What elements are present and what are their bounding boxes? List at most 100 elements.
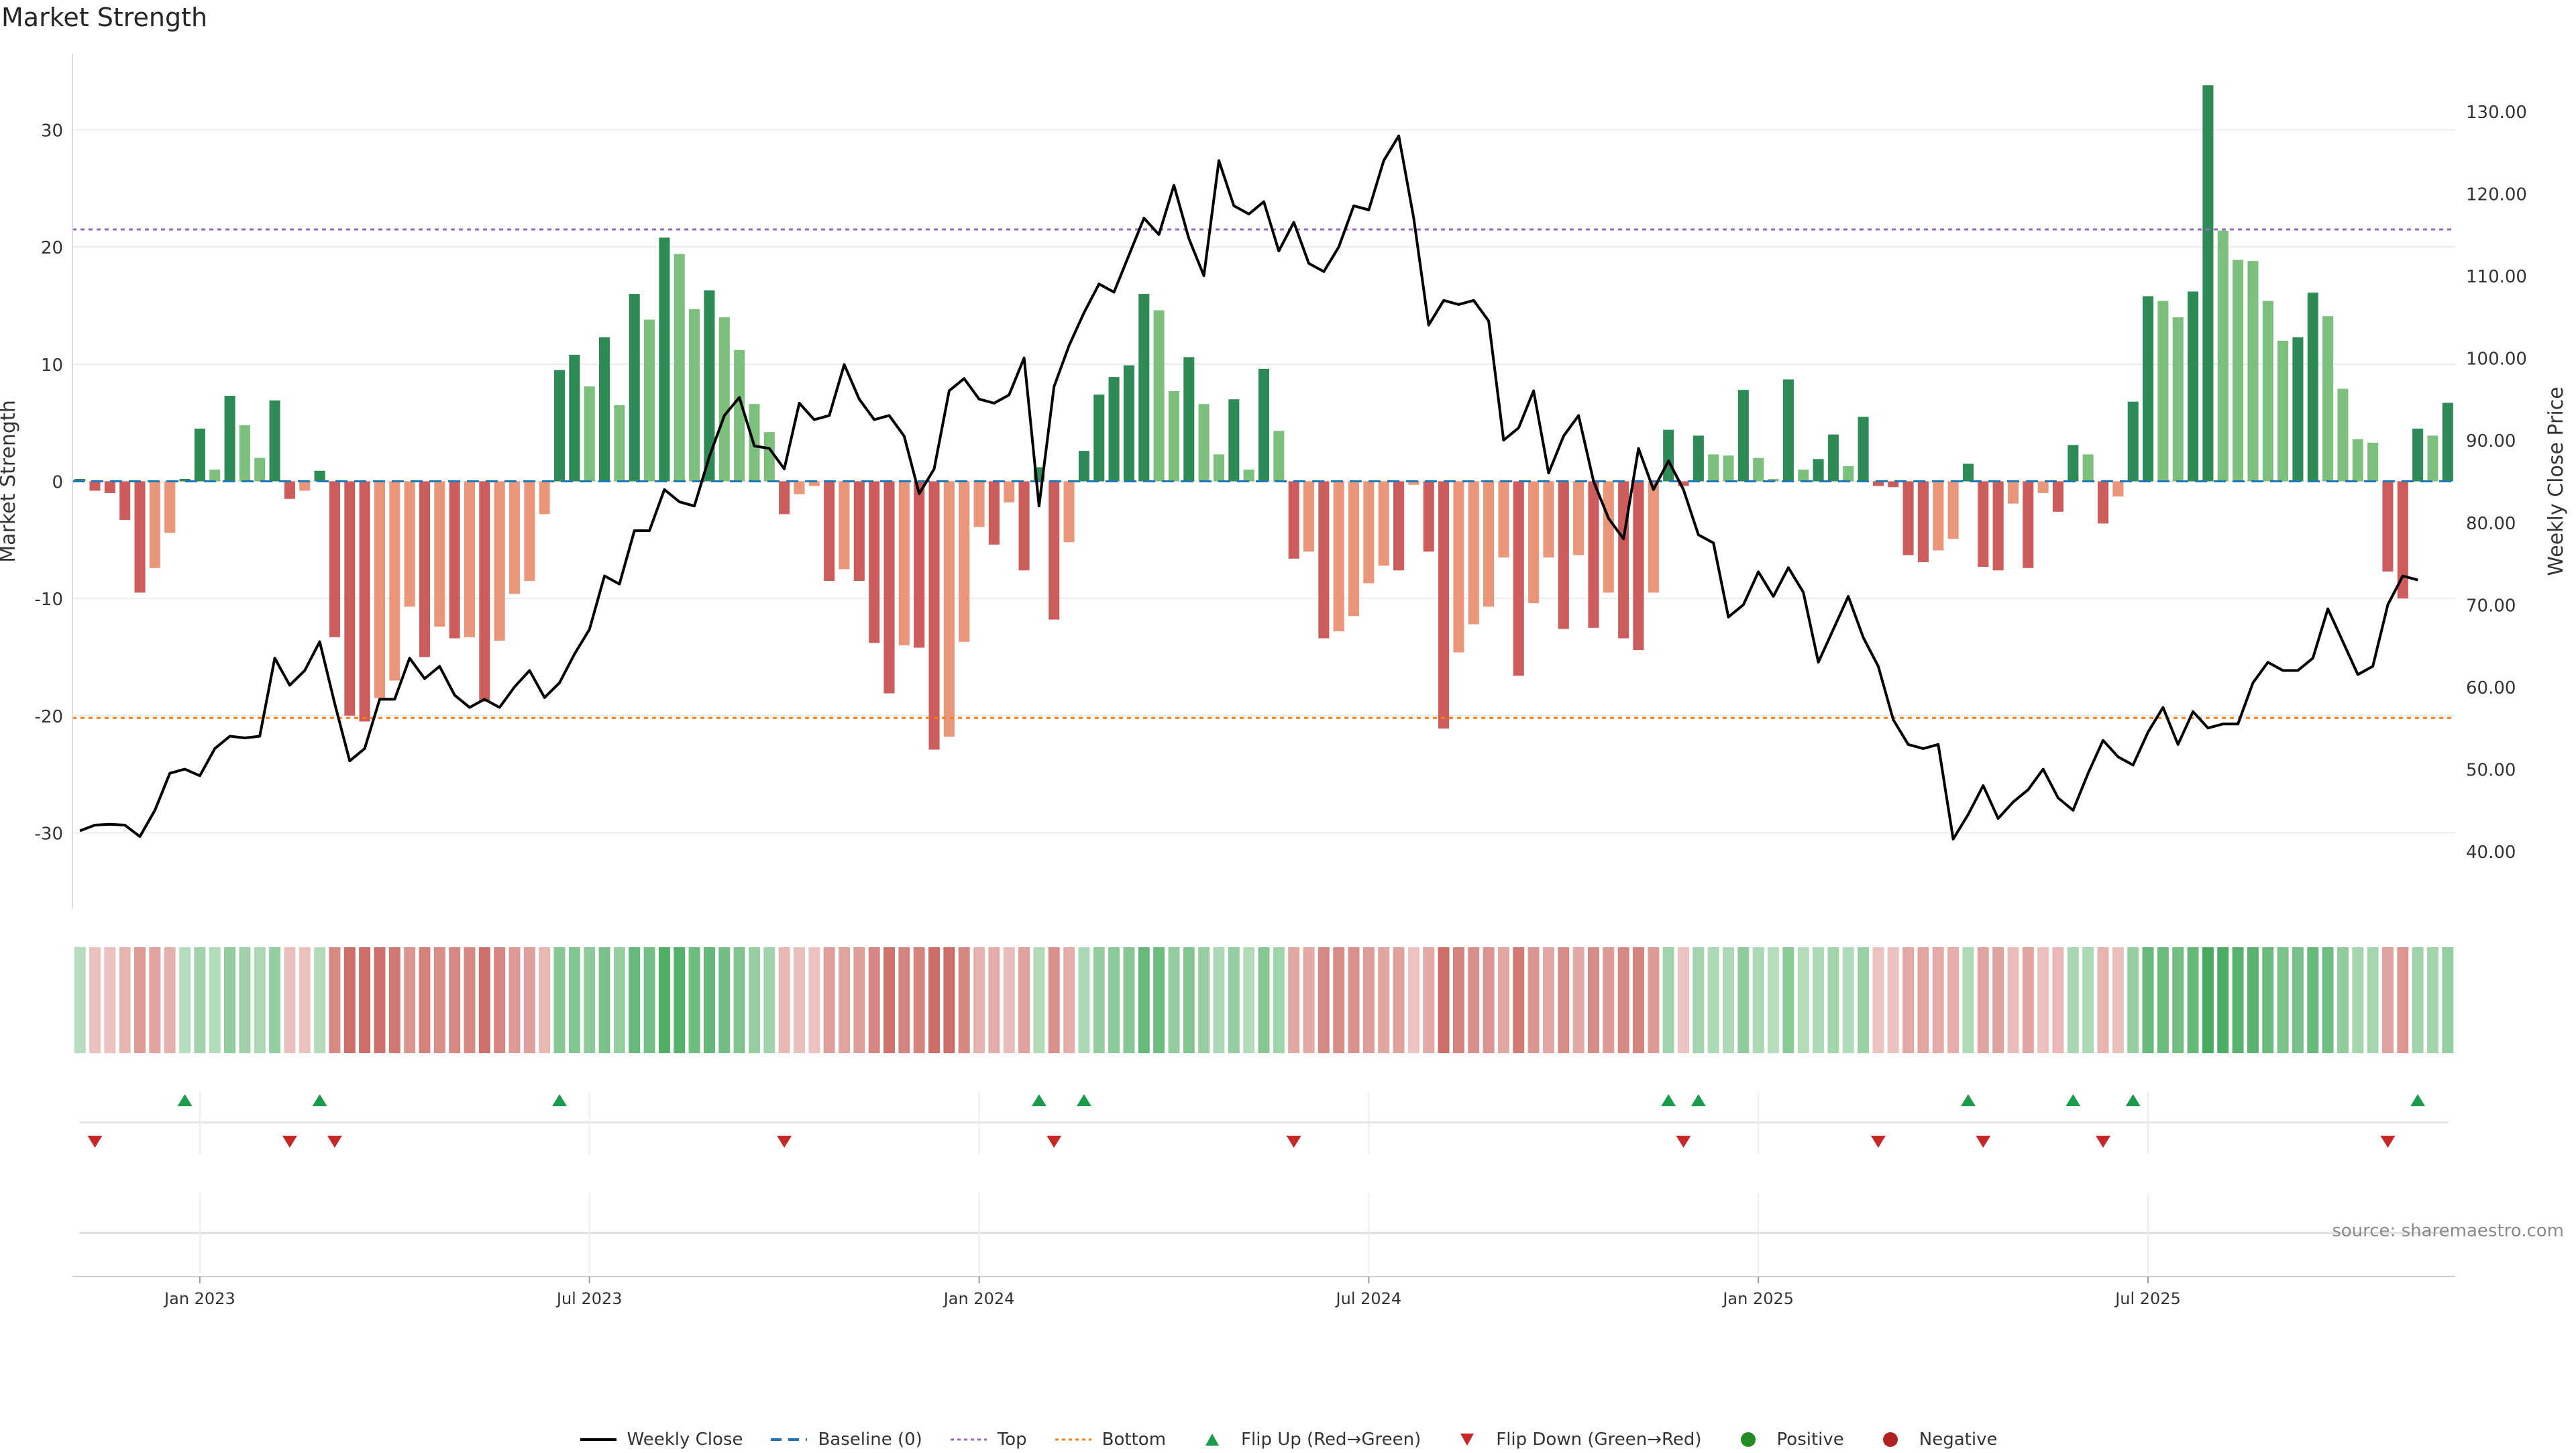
strength-bar — [1183, 357, 1195, 482]
heat-cell — [2187, 947, 2199, 1053]
heat-cell — [2097, 947, 2109, 1053]
heat-cell — [1962, 947, 1974, 1053]
strength-bar — [134, 481, 146, 593]
legend-item: Baseline (0) — [769, 1430, 922, 1450]
y-tick-label: 20 — [41, 238, 63, 258]
heat-cell — [2442, 947, 2454, 1053]
heat-cell — [2037, 947, 2049, 1053]
heat-cell — [598, 947, 610, 1053]
flip-down-marker — [327, 1136, 342, 1148]
heat-cell — [2352, 947, 2364, 1053]
legend-item: Flip Down (Green→Red) — [1448, 1430, 1702, 1450]
weekly-close-line — [79, 134, 2418, 841]
strength-bar — [1363, 481, 1375, 584]
x-tick-label: Jul 2023 — [555, 1289, 623, 1308]
strength-bar — [1049, 481, 1060, 620]
strength-bar — [1528, 481, 1540, 604]
heat-cell — [1513, 947, 1525, 1053]
legend-label: Baseline (0) — [818, 1430, 922, 1450]
heat-cell — [239, 947, 251, 1053]
strength-bar — [284, 481, 295, 499]
legend-item: Weekly Close — [579, 1430, 743, 1450]
strength-bar — [1288, 481, 1299, 559]
strength-bar — [1318, 481, 1330, 639]
strength-bar — [2397, 481, 2408, 599]
strength-bar — [2322, 316, 2334, 482]
heat-cell — [1228, 947, 1240, 1053]
heat-cell — [733, 947, 745, 1053]
legend-item: Top — [949, 1430, 1027, 1450]
strength-bar — [1693, 435, 1704, 482]
strength-bar — [464, 481, 476, 637]
heat-cell — [119, 947, 131, 1053]
strength-bar — [1483, 481, 1495, 607]
heat-cell — [778, 947, 790, 1053]
strength-bar — [988, 481, 1000, 545]
strength-bar — [2007, 481, 2019, 504]
x-axis: Jan 2023 Jul 2023 Jan 2024 Jul 2024 Jan 2025… — [72, 1092, 2455, 1308]
heat-cell — [688, 947, 700, 1053]
heat-cell — [2367, 947, 2379, 1053]
heat-cell — [1318, 947, 1330, 1053]
flip-down-marker — [2380, 1136, 2396, 1148]
strength-bar — [1543, 481, 1554, 558]
strength-bar — [1708, 454, 1719, 482]
heat-cell — [1617, 947, 1629, 1053]
heat-cell — [958, 947, 970, 1053]
strength-bar — [1902, 481, 1914, 555]
strength-bar — [329, 481, 340, 637]
x-tick-label: Jan 2023 — [163, 1289, 235, 1308]
heat-cell — [449, 947, 461, 1053]
flip-down-marker — [1286, 1136, 1301, 1148]
heat-cell — [2322, 947, 2334, 1053]
strength-bar — [1678, 481, 1689, 486]
y2-tick-label: 70.00 — [2466, 596, 2516, 616]
strength-bar — [1888, 481, 1899, 488]
dotted-line-icon — [1055, 1438, 1091, 1441]
strength-bar — [704, 290, 715, 482]
strength-bar — [2382, 481, 2394, 572]
strength-bar — [2082, 454, 2094, 482]
heat-cell — [1977, 947, 1989, 1053]
flip-markers — [79, 1094, 2449, 1148]
heat-cell — [1362, 947, 1375, 1053]
strength-bar — [1423, 481, 1434, 552]
heat-cell — [1782, 947, 1794, 1053]
strength-bar — [269, 400, 280, 482]
heat-cell — [1213, 947, 1225, 1053]
legend-label: Flip Up (Red→Green) — [1241, 1430, 1421, 1450]
heat-cell — [2157, 947, 2169, 1053]
heat-cell — [1378, 947, 1390, 1053]
heat-cell — [1992, 947, 2004, 1053]
dotted-line-icon — [950, 1438, 987, 1441]
strength-bar — [1962, 464, 1974, 482]
heat-cell — [1858, 947, 1870, 1053]
heat-cell — [658, 947, 670, 1053]
heat-cell — [793, 947, 805, 1053]
strength-bar — [718, 317, 730, 482]
heat-cell — [2007, 947, 2019, 1053]
heat-cell — [1407, 947, 1419, 1053]
y-tick-label: -30 — [35, 824, 63, 844]
strength-bar — [943, 481, 955, 737]
heat-cell — [1603, 947, 1615, 1053]
strength-bar — [74, 479, 86, 482]
strength-bar — [449, 481, 460, 639]
strength-bar — [1108, 377, 1120, 482]
heat-cell — [1887, 947, 1899, 1053]
heat-cell — [74, 947, 86, 1053]
strength-bar — [299, 481, 311, 491]
strength-bar — [2188, 291, 2199, 482]
strength-bar — [689, 309, 700, 482]
heat-cell — [1063, 947, 1075, 1053]
heat-cell — [1872, 947, 1884, 1053]
strength-bar — [599, 337, 610, 482]
heat-cell — [1572, 947, 1585, 1053]
heat-cell — [2112, 947, 2124, 1053]
strength-bar — [2097, 481, 2109, 524]
strength-bar — [839, 481, 850, 570]
strength-bar — [1648, 481, 1659, 593]
strength-bar — [1393, 481, 1405, 571]
strength-bar — [434, 481, 445, 627]
heat-cell — [703, 947, 715, 1053]
